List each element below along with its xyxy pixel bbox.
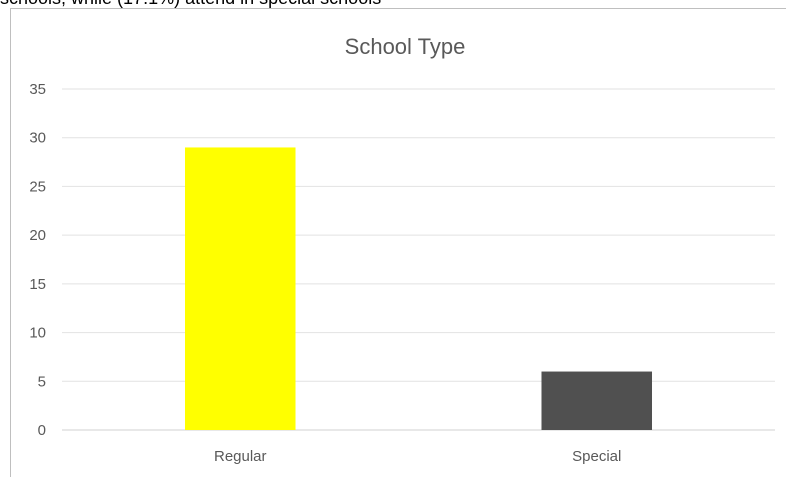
- y-tick-label: 10: [29, 325, 46, 342]
- y-tick-label: 30: [29, 130, 46, 147]
- chart-frame: [10, 8, 786, 477]
- y-tick-label: 5: [38, 373, 46, 390]
- x-category-label: Regular: [214, 448, 267, 465]
- preceding-text-line: schools, while (17.1%) attend in special…: [0, 0, 381, 8]
- y-tick-label: 0: [38, 422, 46, 439]
- gridlines: [62, 88, 775, 431]
- y-axis-ticks: 0 5 10 15 20 25 30 35: [29, 81, 46, 439]
- y-tick-label: 35: [29, 81, 46, 98]
- y-tick-label: 25: [29, 178, 46, 195]
- y-tick-label: 20: [29, 227, 46, 244]
- chart-title: School Type: [345, 34, 466, 59]
- bars: [184, 147, 653, 430]
- x-axis-labels: Regular Special: [214, 448, 621, 465]
- y-tick-label: 15: [29, 276, 46, 293]
- bar-regular: [184, 147, 296, 430]
- bar-special: [541, 371, 653, 430]
- x-category-label: Special: [572, 448, 621, 465]
